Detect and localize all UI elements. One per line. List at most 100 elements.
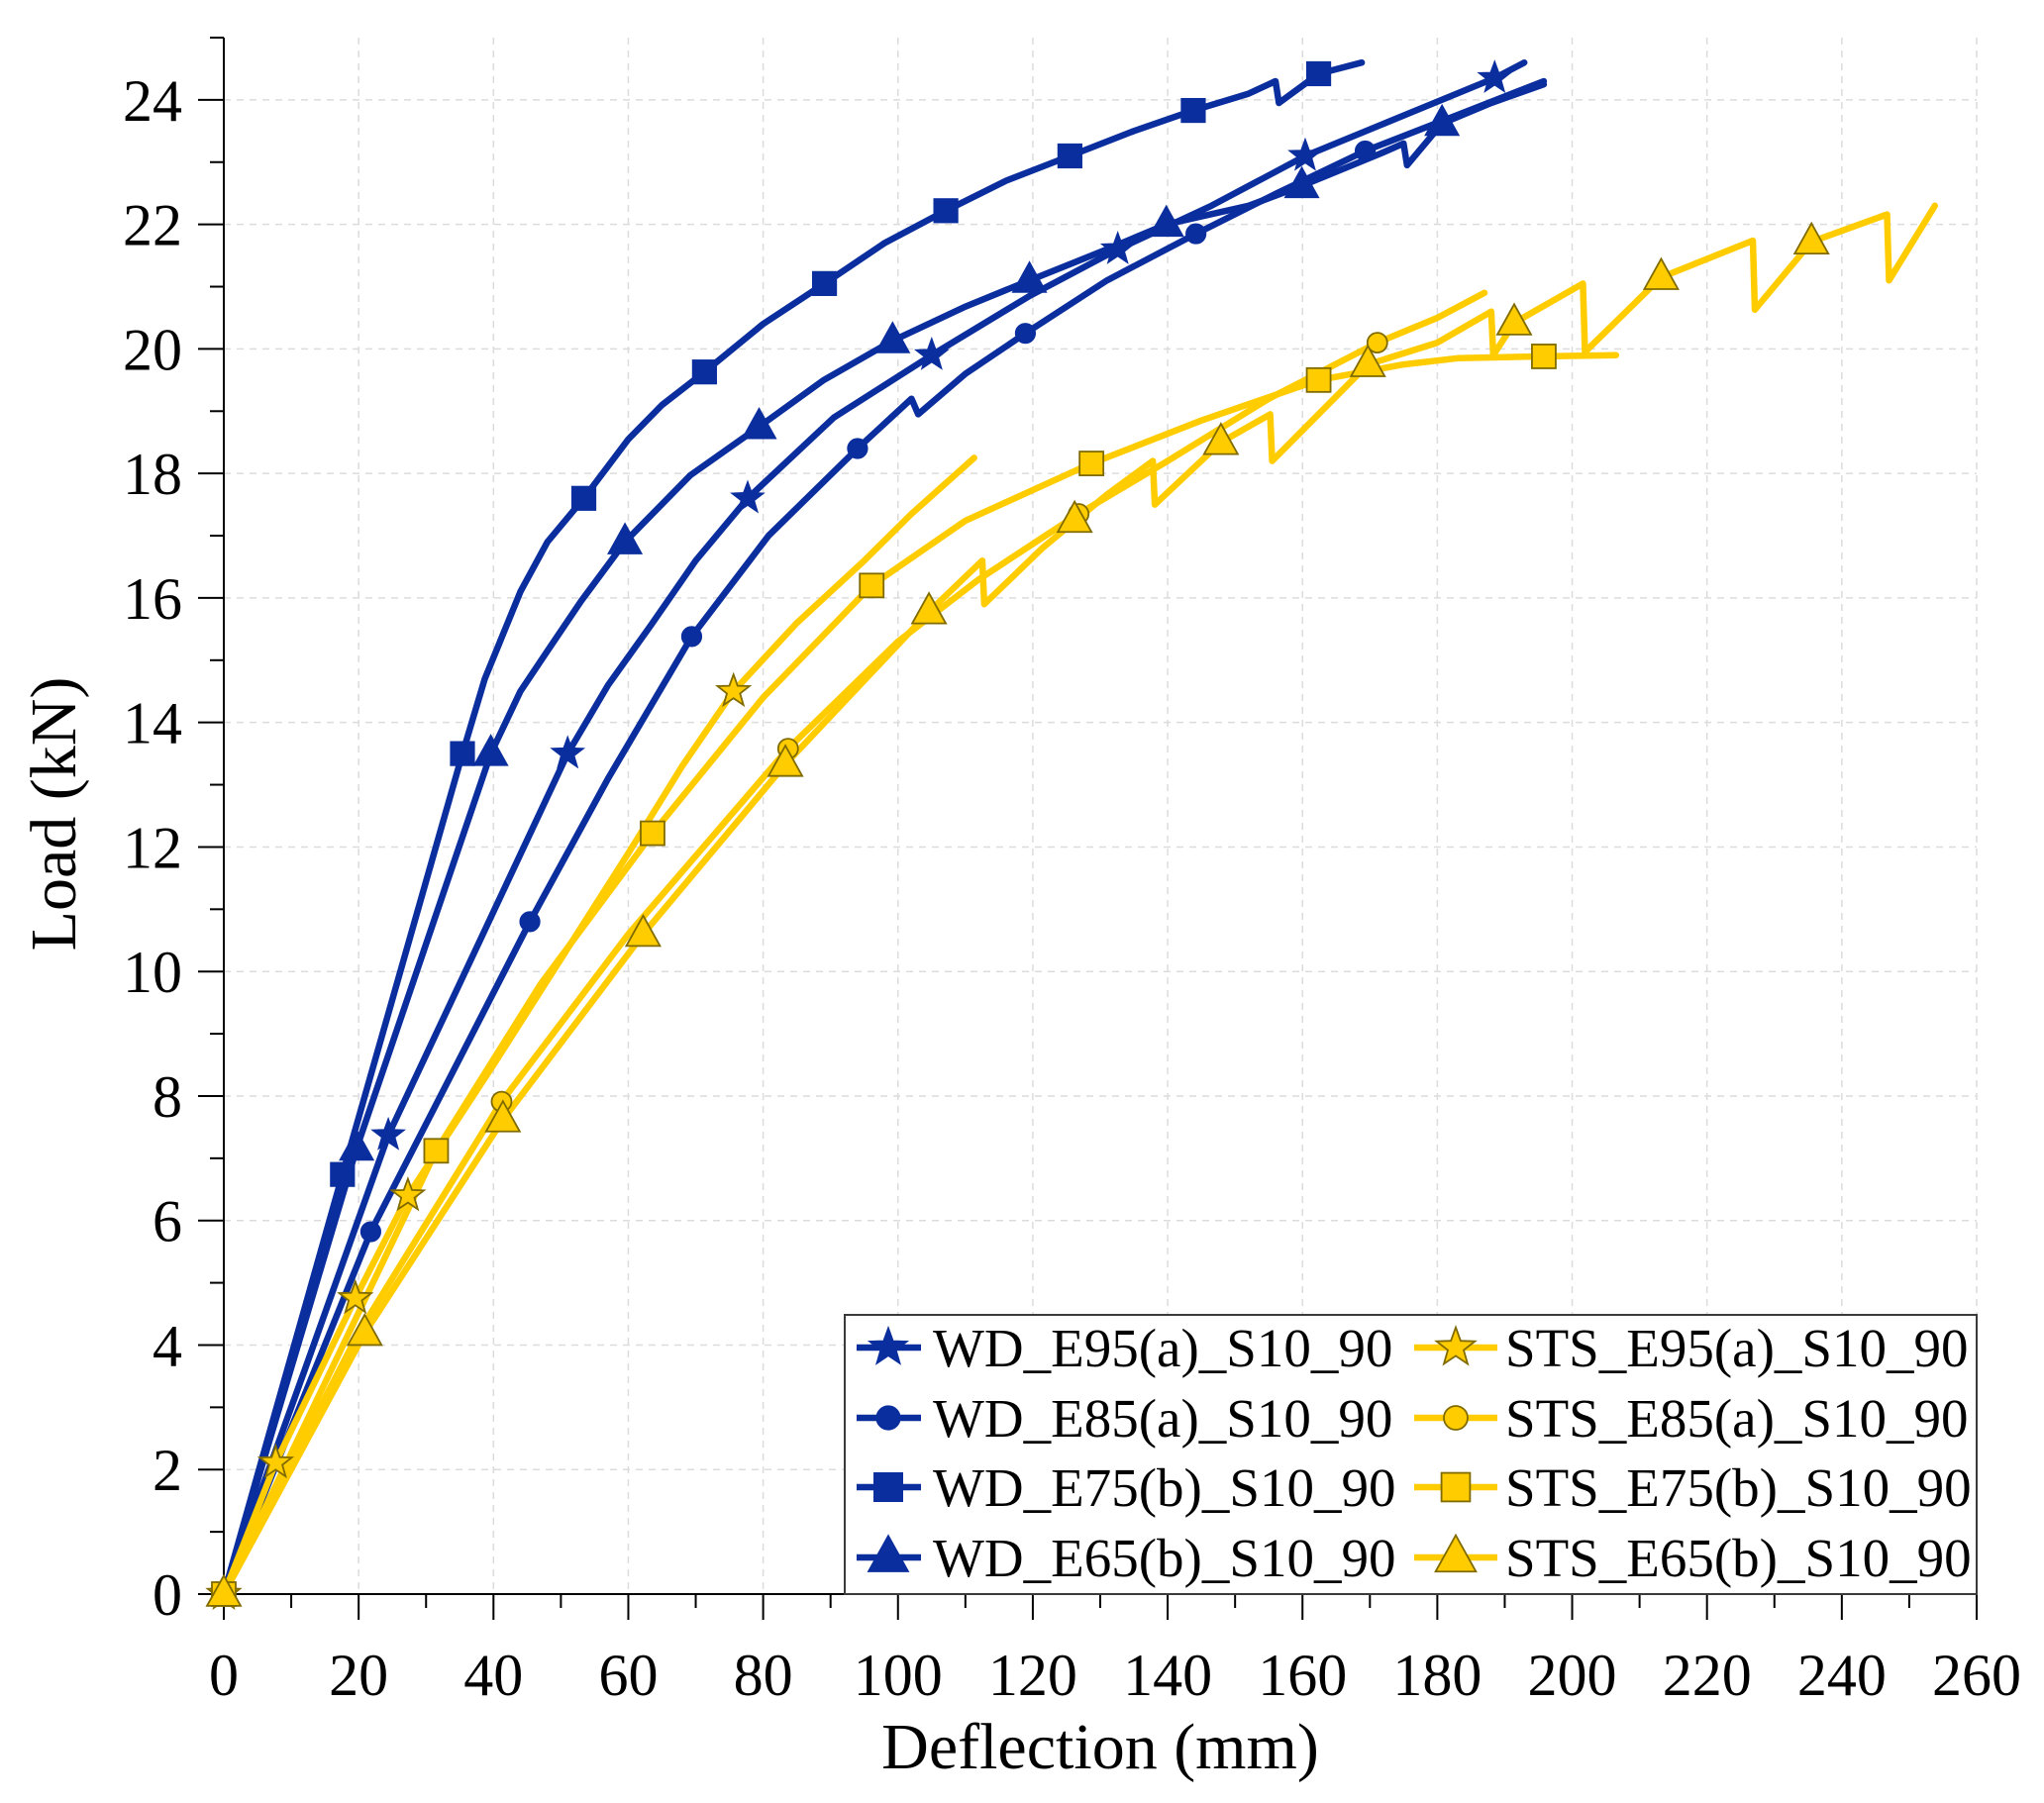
square-marker-sts-e75-b-s10-90 — [1305, 366, 1332, 393]
series-line-wd-e65-b-s10-90 — [220, 80, 1548, 1598]
series-line-wd-e95-a-s10-90 — [220, 58, 1528, 1598]
x-tick-label: 0 — [209, 1643, 239, 1708]
triangle-marker-sts-e65-b-s10-90 — [1642, 256, 1680, 290]
star-marker-sts-e95-a-s10-90 — [389, 1175, 427, 1212]
legend-triangle-marker — [1434, 1533, 1478, 1573]
legend-star-marker — [867, 1325, 910, 1365]
star-marker-wd-e95-a-s10-90 — [1477, 59, 1513, 94]
triangle-marker-wd-e65-b-s10-90 — [339, 1128, 375, 1161]
star-marker-wd-e95-a-s10-90 — [550, 735, 586, 769]
legend-label: STS_E65(b)_S10_90 — [1505, 1528, 1972, 1588]
triangle-marker-wd-e65-b-s10-90 — [1424, 103, 1461, 137]
square-marker-wd-e75-b-s10-90 — [691, 359, 717, 385]
legend-item-wd-e65-b-s10-90: WD_E65(b)_S10_90 — [857, 1528, 1395, 1588]
triangle-marker-sts-e65-b-s10-90 — [910, 591, 948, 625]
y-tick-label: 18 — [123, 442, 182, 507]
y-tick-label: 14 — [123, 691, 182, 756]
legend-square-marker — [1440, 1471, 1472, 1503]
circle-marker-wd-e85-a-s10-90 — [680, 626, 703, 648]
x-tick-label: 140 — [1123, 1643, 1212, 1708]
triangle-marker-sts-e65-b-s10-90 — [1349, 344, 1386, 377]
y-tick-label: 24 — [123, 68, 182, 134]
triangle-marker-sts-e65-b-s10-90 — [205, 1573, 243, 1607]
legend-item-sts-e95-a-s10-90: STS_E95(a)_S10_90 — [1414, 1318, 1969, 1378]
triangle-marker-wd-e65-b-s10-90 — [1283, 165, 1320, 199]
y-tick-label: 20 — [123, 317, 182, 382]
circle-marker-wd-e85-a-s10-90 — [1354, 140, 1377, 162]
legend-triangle-marker — [867, 1534, 910, 1572]
legend-circle-marker — [1443, 1405, 1469, 1431]
x-tick-label: 60 — [598, 1643, 658, 1708]
circle-marker-wd-e85-a-s10-90 — [1185, 223, 1207, 245]
triangle-marker-sts-e65-b-s10-90 — [346, 1312, 383, 1347]
legend-item-wd-e75-b-s10-90: WD_E75(b)_S10_90 — [857, 1457, 1395, 1518]
star-marker-wd-e95-a-s10-90 — [913, 336, 950, 370]
square-marker-wd-e75-b-s10-90 — [330, 1161, 356, 1187]
triangle-marker-sts-e65-b-s10-90 — [1202, 422, 1240, 455]
triangle-marker-sts-e65-b-s10-90 — [1056, 499, 1093, 534]
triangle-marker-sts-e65-b-s10-90 — [484, 1099, 522, 1133]
star-marker-wd-e95-a-s10-90 — [1287, 137, 1323, 171]
square-marker-wd-e75-b-s10-90 — [570, 485, 597, 511]
circle-marker-wd-e85-a-s10-90 — [1014, 323, 1037, 345]
x-tick-label: 100 — [854, 1643, 943, 1708]
triangle-marker-wd-e65-b-s10-90 — [874, 321, 911, 353]
triangle-marker-wd-e65-b-s10-90 — [472, 734, 509, 766]
legend-label: WD_E75(b)_S10_90 — [933, 1457, 1395, 1518]
y-tick-label: 10 — [123, 940, 182, 1005]
star-marker-wd-e95-a-s10-90 — [370, 1116, 406, 1151]
triangle-marker-sts-e65-b-s10-90 — [624, 913, 662, 948]
x-axis-title: Deflection (mm) — [881, 1711, 1319, 1783]
series-line-sts-e75-b-s10-90 — [220, 351, 1620, 1598]
y-tick-label: 4 — [153, 1313, 182, 1378]
triangle-marker-wd-e65-b-s10-90 — [1148, 204, 1184, 238]
triangle-marker-sts-e65-b-s10-90 — [1792, 221, 1830, 255]
triangle-marker-wd-e65-b-s10-90 — [607, 522, 644, 554]
legend-label: STS_E95(a)_S10_90 — [1505, 1318, 1969, 1378]
star-marker-sts-e95-a-s10-90 — [256, 1443, 295, 1479]
legend-square-marker — [872, 1471, 903, 1502]
y-tick-label: 22 — [123, 193, 182, 258]
square-marker-wd-e75-b-s10-90 — [450, 741, 475, 766]
y-tick-label: 6 — [153, 1189, 182, 1254]
legend-label: WD_E95(a)_S10_90 — [933, 1318, 1392, 1378]
square-marker-sts-e75-b-s10-90 — [1531, 344, 1557, 369]
x-tick-label: 120 — [988, 1643, 1077, 1708]
square-marker-sts-e75-b-s10-90 — [859, 572, 885, 599]
circle-marker-sts-e85-a-s10-90 — [1366, 332, 1388, 354]
star-marker-sts-e95-a-s10-90 — [337, 1278, 374, 1315]
x-tick-label: 260 — [1932, 1643, 2021, 1708]
square-marker-wd-e75-b-s10-90 — [933, 198, 959, 224]
circle-marker-wd-e85-a-s10-90 — [519, 911, 541, 933]
y-tick-label: 8 — [153, 1064, 182, 1130]
legend-label: STS_E75(b)_S10_90 — [1505, 1457, 1972, 1518]
square-marker-sts-e75-b-s10-90 — [640, 820, 665, 847]
square-marker-wd-e75-b-s10-90 — [811, 270, 838, 296]
triangle-marker-sts-e65-b-s10-90 — [766, 744, 804, 777]
legend-label: STS_E85(a)_S10_90 — [1505, 1388, 1969, 1449]
legend: WD_E95(a)_S10_90 WD_E85(a)_S10_90 WD_E75(b… — [844, 1314, 1978, 1595]
legend-item-wd-e85-a-s10-90: WD_E85(a)_S10_90 — [857, 1388, 1392, 1449]
legend-star-marker — [1434, 1324, 1478, 1366]
x-tick-label: 40 — [463, 1643, 523, 1708]
x-tick-label: 200 — [1528, 1643, 1617, 1708]
x-tick-label: 180 — [1392, 1643, 1482, 1708]
star-marker-sts-e95-a-s10-90 — [714, 671, 753, 708]
square-marker-wd-e75-b-s10-90 — [1180, 97, 1206, 124]
legend-label: WD_E65(b)_S10_90 — [933, 1528, 1395, 1588]
y-tick-label: 2 — [153, 1438, 182, 1503]
square-marker-sts-e75-b-s10-90 — [423, 1138, 450, 1164]
legend-item-wd-e95-a-s10-90: WD_E95(a)_S10_90 — [857, 1318, 1392, 1378]
legend-circle-marker — [875, 1405, 901, 1431]
x-tick-label: 220 — [1663, 1643, 1752, 1708]
y-axis-title: Load (kN) — [18, 677, 90, 952]
y-tick-label: 12 — [123, 815, 182, 880]
y-tick-label: 16 — [123, 566, 182, 632]
x-tick-label: 80 — [734, 1643, 793, 1708]
square-marker-sts-e75-b-s10-90 — [1078, 451, 1105, 476]
square-marker-wd-e75-b-s10-90 — [1305, 60, 1332, 87]
legend-item-sts-e65-b-s10-90: STS_E65(b)_S10_90 — [1414, 1528, 1972, 1588]
circle-marker-wd-e85-a-s10-90 — [359, 1221, 382, 1243]
